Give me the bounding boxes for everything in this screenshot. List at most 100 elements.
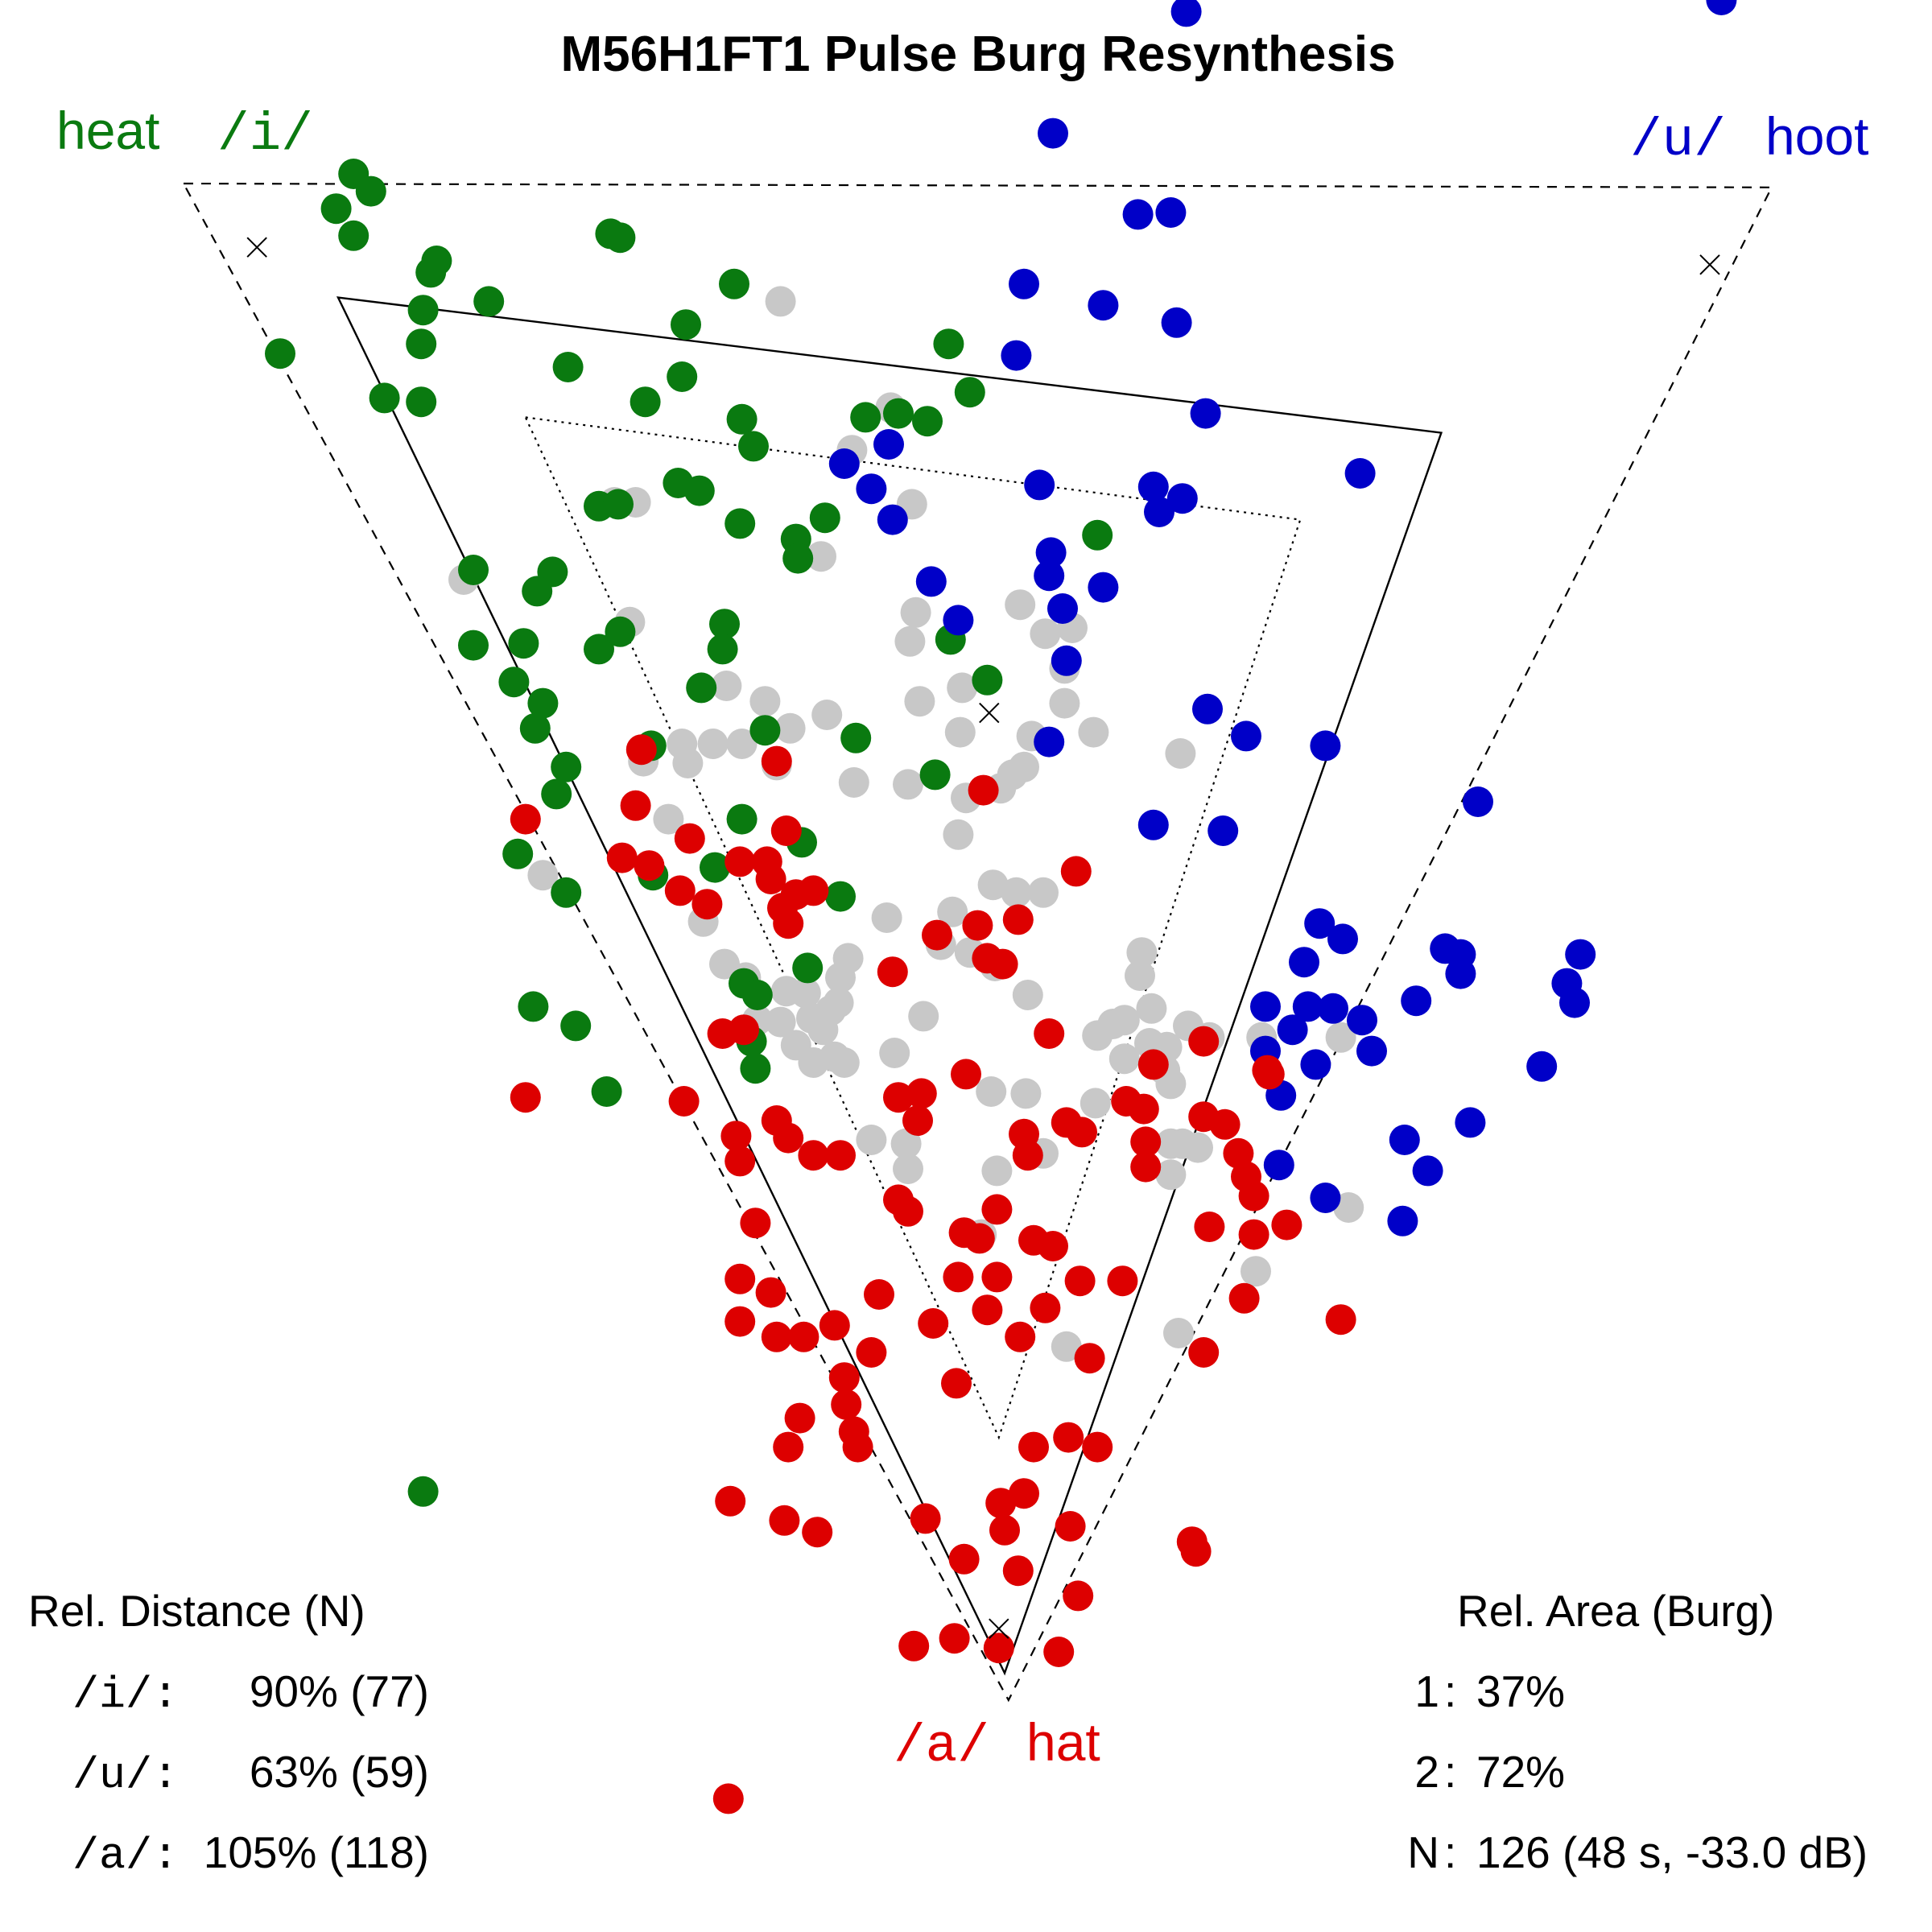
data-point-a xyxy=(634,850,665,881)
data-point-other xyxy=(944,716,976,748)
rel-area-colon: : xyxy=(1444,1666,1456,1716)
data-point-a xyxy=(1002,1555,1034,1587)
data-point-other xyxy=(672,748,704,778)
data-point-a xyxy=(724,1306,756,1337)
data-point-u xyxy=(1526,1051,1558,1082)
data-point-i xyxy=(919,759,951,791)
data-point-u xyxy=(1047,593,1078,624)
data-point-a xyxy=(883,1082,914,1113)
data-point-u xyxy=(828,448,860,479)
data-point-i xyxy=(603,489,634,520)
data-point-u xyxy=(1289,947,1319,978)
data-point-a xyxy=(755,1277,786,1308)
data-point-other xyxy=(1078,716,1109,748)
data-point-i xyxy=(265,338,295,369)
data-point-other xyxy=(1010,1078,1042,1109)
data-point-i xyxy=(749,715,781,746)
data-point-u xyxy=(1389,1125,1420,1155)
data-point-i xyxy=(406,386,437,418)
rel-distance-label: /u/: xyxy=(72,1750,179,1801)
data-point-other xyxy=(977,869,1009,901)
data-point-a xyxy=(510,803,541,835)
data-point-a xyxy=(1238,1180,1269,1212)
data-point-other xyxy=(1126,937,1158,968)
data-point-i xyxy=(415,257,447,288)
data-point-u xyxy=(1035,537,1067,568)
data-point-i xyxy=(738,431,769,462)
data-point-a xyxy=(898,1630,930,1662)
data-point-a xyxy=(773,1431,804,1463)
data-point-a xyxy=(1018,1431,1049,1463)
data-point-a xyxy=(724,846,756,877)
data-point-other xyxy=(697,729,729,759)
data-point-a xyxy=(1038,1231,1068,1261)
rel-distance-label: /i/: xyxy=(72,1670,179,1720)
data-point-a xyxy=(1253,1059,1285,1090)
data-point-a xyxy=(864,1279,894,1310)
data-point-u xyxy=(1318,993,1348,1024)
data-point-other xyxy=(1165,738,1196,769)
data-point-a xyxy=(831,1389,862,1420)
rel-distance-panel: Rel. Distance (N) /i/: 90% (77) /u/: 63%… xyxy=(28,1586,429,1881)
data-point-i xyxy=(473,286,505,317)
data-point-a xyxy=(1063,1580,1094,1612)
data-point-a xyxy=(1012,1140,1043,1171)
data-point-u xyxy=(1344,458,1376,489)
data-point-i xyxy=(518,991,549,1022)
data-point-a xyxy=(856,1337,887,1368)
data-point-a xyxy=(943,1261,974,1293)
data-point-i xyxy=(605,222,636,254)
data-point-i xyxy=(671,309,701,341)
data-point-u xyxy=(856,473,887,505)
data-point-u xyxy=(1161,307,1192,338)
data-point-other xyxy=(908,1001,939,1032)
data-point-u xyxy=(1401,985,1432,1017)
data-point-a xyxy=(1188,1337,1220,1368)
data-point-a xyxy=(691,889,723,920)
data-point-other xyxy=(806,541,836,572)
data-point-a xyxy=(510,1082,541,1113)
centroid-marker xyxy=(989,1618,1009,1639)
data-point-i xyxy=(933,328,964,360)
data-point-other xyxy=(1183,1132,1213,1163)
data-point-other xyxy=(871,902,902,933)
data-point-other xyxy=(1241,1256,1271,1287)
data-point-other xyxy=(1080,1088,1111,1119)
data-point-a xyxy=(1107,1265,1138,1297)
data-point-other xyxy=(828,1047,860,1078)
data-point-a xyxy=(761,745,792,777)
data-point-a xyxy=(761,1321,792,1352)
rel-area-value: 126 (48 s, -33.0 dB) xyxy=(1476,1827,1868,1877)
data-point-i xyxy=(551,751,582,782)
data-point-a xyxy=(788,1321,819,1352)
data-point-other xyxy=(1333,1192,1364,1223)
data-point-u xyxy=(1706,0,1737,15)
data-point-a xyxy=(1082,1431,1113,1463)
data-point-a xyxy=(724,1146,756,1177)
data-point-i xyxy=(809,502,840,534)
data-point-a xyxy=(972,1294,1003,1326)
data-point-a xyxy=(968,774,999,806)
data-point-a xyxy=(1043,1637,1075,1667)
data-point-i xyxy=(630,386,661,418)
data-point-u xyxy=(1034,560,1065,592)
data-point-other xyxy=(1049,687,1080,719)
data-point-a xyxy=(740,1208,771,1239)
data-point-u xyxy=(1277,1014,1308,1046)
data-point-other xyxy=(1030,618,1061,650)
data-point-i xyxy=(840,722,872,753)
label-i: heat /i/ xyxy=(56,101,313,165)
data-point-a xyxy=(918,1308,949,1339)
data-point-a xyxy=(1180,1536,1212,1567)
rel-area-label: N xyxy=(1407,1827,1439,1877)
label-a-symbol: /a/ xyxy=(894,1716,989,1777)
data-point-i xyxy=(741,980,773,1010)
label-u-symbol: /u/ xyxy=(1630,110,1726,171)
data-point-a xyxy=(1128,1093,1159,1125)
data-point-a xyxy=(1005,1321,1036,1352)
data-point-a xyxy=(724,1263,756,1294)
rel-area-colon: : xyxy=(1444,1827,1456,1877)
data-point-a xyxy=(1130,1126,1162,1158)
data-point-other xyxy=(856,1125,887,1155)
